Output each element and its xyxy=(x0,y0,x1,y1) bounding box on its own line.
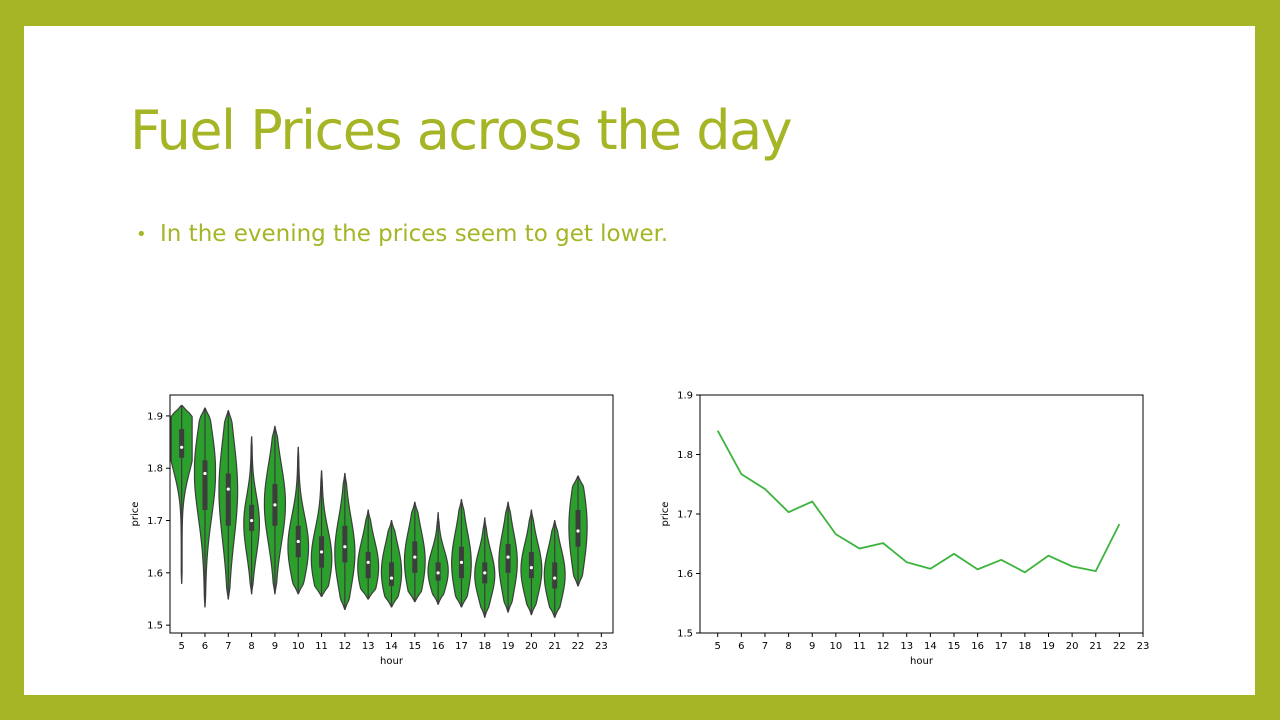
y-tick-label: 1.9 xyxy=(677,391,693,402)
violin-median xyxy=(296,539,300,544)
x-tick-label: 9 xyxy=(272,641,278,652)
bullet-item: • In the evening the prices seem to get l… xyxy=(136,219,668,249)
x-axis-label: hour xyxy=(910,656,934,667)
x-tick-label: 5 xyxy=(178,641,184,652)
violin-median xyxy=(436,571,440,575)
x-tick-label: 5 xyxy=(715,641,721,652)
x-tick-label: 18 xyxy=(478,641,491,652)
violin-median xyxy=(319,550,324,554)
x-tick-label: 16 xyxy=(971,641,984,652)
x-tick-label: 14 xyxy=(385,641,398,652)
x-tick-label: 19 xyxy=(502,641,515,652)
x-tick-label: 19 xyxy=(1042,641,1055,652)
bullet-list: • In the evening the prices seem to get l… xyxy=(136,219,668,249)
x-tick-label: 15 xyxy=(408,641,421,652)
x-tick-label: 12 xyxy=(339,641,352,652)
violin-median xyxy=(389,576,394,580)
y-tick-label: 1.7 xyxy=(677,510,693,521)
x-tick-label: 23 xyxy=(595,641,608,652)
y-tick-label: 1.6 xyxy=(677,569,693,580)
x-tick-label: 7 xyxy=(225,641,231,652)
violin-median xyxy=(506,555,510,559)
violin-chart: 1.5 1.6 1.7 1.8 1.9 5 6 7 8 9 10 11 12 13 14 15 16 17 18 19… xyxy=(130,394,614,667)
violin-median xyxy=(250,518,254,523)
x-tick-label: 15 xyxy=(948,641,961,652)
y-tick-label: 1.8 xyxy=(677,450,693,461)
x-tick-label: 9 xyxy=(809,641,815,652)
x-tick-label: 10 xyxy=(829,641,842,652)
violin-iqr-box xyxy=(575,510,581,547)
slide-title: Fuel Prices across the day xyxy=(130,99,793,162)
violin-median xyxy=(459,560,464,564)
y-tick-label: 1.6 xyxy=(147,568,163,579)
x-tick-label: 23 xyxy=(1137,641,1150,652)
y-tick-label: 1.5 xyxy=(147,621,163,632)
x-tick-label: 13 xyxy=(362,641,375,652)
x-tick-label: 16 xyxy=(432,641,445,652)
violin-median xyxy=(529,566,533,570)
x-tick-label: 17 xyxy=(995,641,1008,652)
line-chart: 1.5 1.6 1.7 1.8 1.9 5 6 7 8 9 10 11 12 13 14 15 16 17 18 19… xyxy=(660,391,1150,668)
violin-iqr-box xyxy=(342,525,348,563)
x-tick-label: 22 xyxy=(1113,641,1126,652)
x-tick-label: 10 xyxy=(292,641,305,652)
x-tick-label: 22 xyxy=(572,641,585,652)
x-tick-label: 6 xyxy=(202,641,208,652)
x-tick-label: 6 xyxy=(738,641,744,652)
x-tick-label: 21 xyxy=(1089,641,1102,652)
violin-median xyxy=(483,571,487,575)
y-tick-label: 1.7 xyxy=(147,516,163,527)
y-tick-label: 1.9 xyxy=(147,411,163,422)
violin-iqr-box xyxy=(179,429,185,458)
x-tick-label: 7 xyxy=(762,641,768,652)
x-tick-label: 21 xyxy=(548,641,561,652)
y-tick-label: 1.5 xyxy=(677,629,693,640)
violin-median xyxy=(273,503,277,507)
x-tick-label: 17 xyxy=(455,641,468,652)
violin-median xyxy=(413,555,417,559)
violin-median xyxy=(226,487,230,491)
violin-median xyxy=(343,545,347,549)
violin-iqr-box xyxy=(365,551,371,579)
x-tick-label: 14 xyxy=(924,641,937,652)
violin-median xyxy=(203,471,207,476)
violin-iqr-box xyxy=(389,562,394,586)
violin-iqr-box xyxy=(225,473,231,526)
bullet-dot-icon: • xyxy=(136,224,147,245)
y-axis-label: price xyxy=(130,502,141,527)
violin-iqr-box xyxy=(249,504,255,531)
violin-median xyxy=(366,560,370,564)
x-axis-label: hour xyxy=(380,656,404,667)
y-axis-label: price xyxy=(660,502,671,527)
x-tick-label: 20 xyxy=(1066,641,1079,652)
x-tick-label: 13 xyxy=(900,641,913,652)
bullet-text: In the evening the prices seem to get lo… xyxy=(160,221,669,247)
plot-frame xyxy=(699,394,1144,634)
price-line xyxy=(716,430,1121,574)
x-tick-label: 11 xyxy=(853,641,866,652)
violin-iqr-box xyxy=(202,460,208,511)
x-tick-label: 11 xyxy=(315,641,328,652)
violin-iqr-box xyxy=(528,551,534,579)
x-tick-label: 8 xyxy=(785,641,791,652)
x-tick-label: 20 xyxy=(525,641,538,652)
x-tick-label: 18 xyxy=(1018,641,1031,652)
violin-median xyxy=(576,529,580,533)
violin-median xyxy=(180,445,184,449)
violin-iqr-box xyxy=(552,562,558,589)
x-tick-label: 12 xyxy=(877,641,890,652)
x-tick-label: 8 xyxy=(248,641,254,652)
violin-median xyxy=(553,576,557,580)
y-tick-label: 1.8 xyxy=(147,464,163,475)
